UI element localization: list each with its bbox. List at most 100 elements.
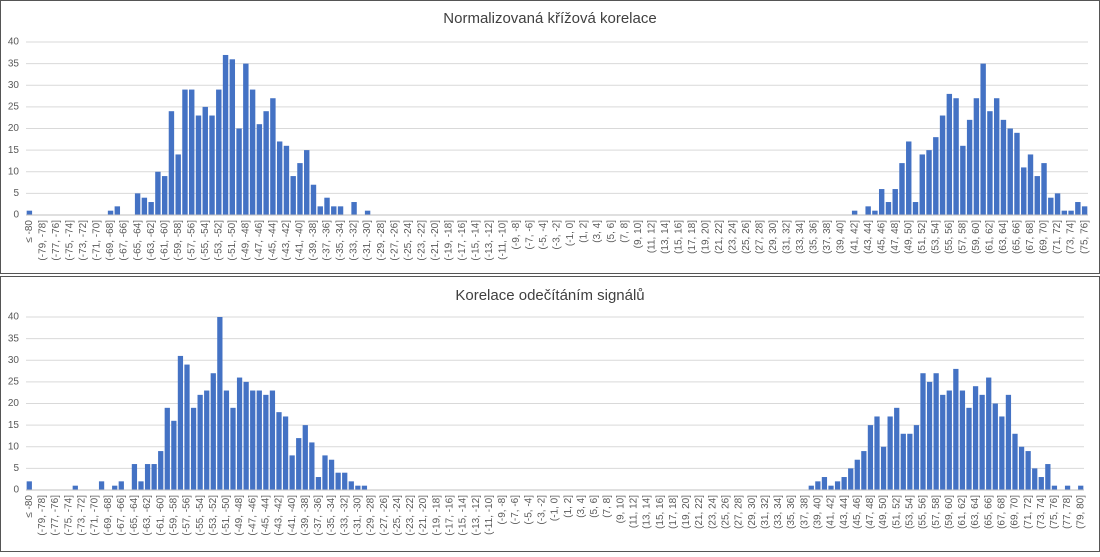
bar [335, 472, 341, 490]
x-tick-label: (-39, -38] [308, 220, 319, 261]
bar [946, 93, 953, 215]
bar [867, 425, 874, 490]
x-tick-label: (-11, -10] [484, 495, 495, 535]
bar [282, 416, 289, 490]
bar [138, 481, 144, 490]
x-tick-label: (1, 2] [579, 220, 590, 243]
bar [269, 390, 276, 490]
bar [230, 407, 236, 490]
bar [134, 193, 141, 215]
y-tick-label: 35 [8, 333, 20, 344]
bar [26, 210, 33, 215]
bar [296, 438, 302, 490]
bar [202, 106, 208, 215]
x-tick-label: (61, 62] [957, 495, 968, 529]
bar [878, 189, 885, 215]
bar [1054, 193, 1061, 215]
x-tick-label: (-35, -34] [326, 495, 337, 536]
x-tick-label: (-41, -40] [287, 495, 298, 536]
bar [141, 197, 148, 215]
bar [217, 317, 223, 490]
x-tick-label: (35, 36] [786, 495, 797, 529]
x-tick-label: (-63, -62] [142, 495, 153, 536]
x-tick-label: (-65, -64] [129, 495, 140, 536]
bar [933, 137, 939, 215]
x-tick-label: (-17, -16] [457, 220, 468, 261]
bar [263, 111, 269, 215]
x-tick-label: (23, 24] [728, 220, 739, 254]
bar [808, 485, 814, 490]
x-tick-label: (41, 42] [849, 220, 860, 254]
bar [986, 377, 992, 490]
x-tick-label: (3, 4] [592, 220, 603, 243]
bar [161, 176, 168, 215]
bar [1061, 210, 1068, 215]
bar [933, 373, 939, 490]
x-tick-label: (-67, -66] [119, 220, 130, 261]
bar [885, 202, 892, 215]
bar [164, 407, 170, 490]
x-tick-label: (39, 40] [812, 495, 823, 529]
x-tick-label: (-55, -54] [195, 495, 206, 536]
bar [118, 481, 124, 490]
bar [834, 481, 841, 490]
bar [114, 206, 121, 215]
bar [361, 485, 368, 490]
bar [900, 433, 906, 490]
x-tick-label: (-7, -6] [510, 495, 521, 525]
x-tick-label: (-7, -6] [525, 220, 536, 250]
x-tick-label: (27, 28] [755, 220, 766, 254]
x-tick-label: (-51, -50] [227, 220, 238, 261]
y-tick-label: 35 [8, 58, 20, 69]
bar [184, 364, 190, 490]
bar [209, 115, 215, 215]
x-tick-label: (49, 50] [903, 220, 914, 254]
x-tick-label: (-45, -44] [268, 220, 279, 261]
bar [1012, 433, 1018, 490]
bar [171, 420, 177, 490]
bar [821, 477, 828, 490]
bar [151, 464, 157, 490]
bar [223, 390, 230, 490]
bar [236, 377, 243, 490]
bar [1048, 197, 1054, 215]
x-tick-label: (-77, -76] [50, 495, 61, 536]
x-tick-label: (-79, -78] [37, 495, 48, 536]
x-tick-label: (-69, -68] [105, 220, 116, 261]
x-tick-label: (47, 48] [865, 495, 876, 529]
x-tick-label: (-71, -70] [90, 495, 101, 536]
x-tick-label: (-1, 0] [550, 495, 561, 521]
x-tick-label: (25, 26] [741, 220, 752, 254]
x-tick-label: (17, 18] [687, 220, 698, 254]
bar [243, 381, 249, 490]
x-tick-label: (-41, -40] [295, 220, 306, 261]
x-tick-label: (-39, -38] [300, 495, 311, 536]
bar [304, 150, 310, 215]
x-tick-label: (-77, -76] [51, 220, 62, 261]
x-tick-label: (-43, -42] [274, 495, 285, 536]
bar [953, 368, 959, 490]
bar [1007, 128, 1013, 215]
x-tick-label: (35, 36] [809, 220, 820, 254]
x-tick-label: (17, 18] [668, 495, 679, 529]
x-tick-label: (-9, -8] [511, 220, 522, 250]
x-tick-label: (-45, -44] [260, 495, 271, 536]
x-tick-label: (75, 76] [1079, 220, 1090, 254]
x-tick-label: (61, 62] [985, 220, 996, 254]
bar [216, 89, 222, 215]
x-tick-label: (-79, -78] [38, 220, 49, 261]
x-tick-label: (-5, -4] [523, 495, 534, 525]
y-tick-label: 30 [8, 355, 20, 366]
bar [899, 163, 905, 215]
x-tick-label: (-31, -30] [352, 495, 363, 536]
x-tick-label: (-21, -20] [418, 495, 429, 536]
x-tick-label: (-53, -52] [208, 495, 219, 536]
bar [959, 390, 966, 490]
x-tick-label: (-57, -56] [186, 220, 197, 261]
bar [999, 416, 1005, 490]
y-tick-label: 25 [8, 102, 20, 113]
bar [289, 455, 295, 490]
x-tick-label: (31, 32] [760, 495, 771, 529]
x-tick-label: (73, 74] [1036, 495, 1047, 529]
